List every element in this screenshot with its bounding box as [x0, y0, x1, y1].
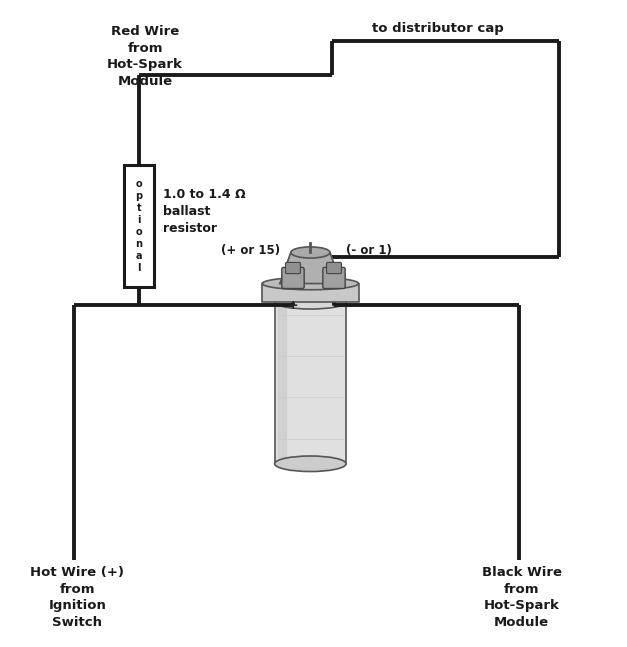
Ellipse shape	[262, 278, 359, 290]
FancyBboxPatch shape	[124, 166, 154, 287]
Ellipse shape	[275, 456, 346, 472]
FancyBboxPatch shape	[327, 263, 342, 274]
Text: Hot Wire (+)
from
Ignition
Switch: Hot Wire (+) from Ignition Switch	[30, 566, 124, 629]
Ellipse shape	[275, 295, 346, 309]
FancyBboxPatch shape	[282, 267, 304, 289]
FancyBboxPatch shape	[275, 302, 346, 464]
FancyBboxPatch shape	[285, 263, 300, 274]
Polygon shape	[280, 252, 341, 283]
Text: (- or 1): (- or 1)	[347, 245, 393, 258]
Text: -: -	[332, 299, 337, 312]
Text: +: +	[288, 299, 298, 312]
FancyBboxPatch shape	[323, 267, 345, 289]
Text: 1.0 to 1.4 Ω
ballast
resistor: 1.0 to 1.4 Ω ballast resistor	[163, 188, 246, 235]
Text: to distributor cap: to distributor cap	[372, 22, 503, 35]
Ellipse shape	[291, 247, 330, 258]
FancyBboxPatch shape	[262, 283, 359, 302]
Text: Red Wire
from
Hot-Spark
Module: Red Wire from Hot-Spark Module	[107, 25, 183, 88]
Text: o
p
t
i
o
n
a
l: o p t i o n a l	[135, 179, 142, 273]
Text: (+ or 15): (+ or 15)	[221, 245, 280, 258]
Text: Black Wire
from
Hot-Spark
Module: Black Wire from Hot-Spark Module	[482, 566, 562, 629]
